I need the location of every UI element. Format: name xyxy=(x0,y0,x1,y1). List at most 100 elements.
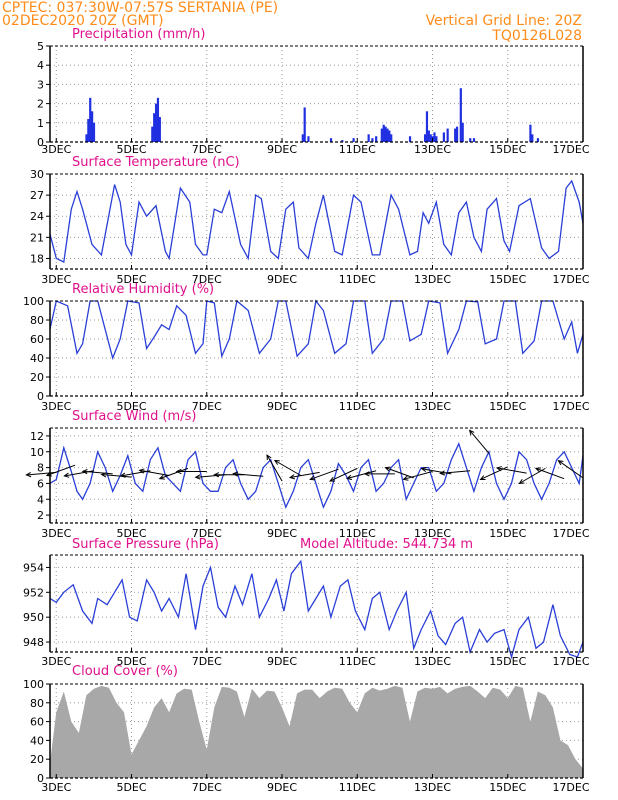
x-tick-label: 13DEC xyxy=(414,273,451,286)
y-tick-label: 18 xyxy=(30,252,44,265)
y-tick-label: 10 xyxy=(30,446,44,459)
precip-bar xyxy=(427,130,430,142)
x-tick-label: 5DEC xyxy=(116,781,146,794)
x-tick-label: 9DEC xyxy=(267,400,297,413)
precip-bar xyxy=(536,138,540,142)
x-tick-label: 11DEC xyxy=(339,781,376,794)
x-tick-label: 7DEC xyxy=(192,273,222,286)
wind-arrow-head xyxy=(25,471,32,478)
x-tick-label: 5DEC xyxy=(116,400,146,413)
wind-arrow-shaft xyxy=(440,470,471,474)
precip-bar xyxy=(423,134,427,142)
y-tick-label: 1 xyxy=(37,117,44,130)
y-tick-label: 948 xyxy=(23,636,44,649)
y-tick-label: 5 xyxy=(37,40,44,53)
wind-arrow-shaft xyxy=(159,467,189,480)
wind-arrow-head xyxy=(402,475,409,481)
x-tick-label: 11DEC xyxy=(339,400,376,413)
precip-bar xyxy=(307,136,310,142)
panel-title: Cloud Cover (%) xyxy=(72,664,178,679)
y-tick-label: 40 xyxy=(30,352,44,365)
wind-arrow-head xyxy=(363,471,370,477)
precip-bar xyxy=(341,140,344,142)
x-tick-label: 7DEC xyxy=(192,781,222,794)
precip-bar xyxy=(469,138,472,142)
x-tick-label: 13DEC xyxy=(414,143,451,156)
x-tick-label: 17DEC xyxy=(552,400,589,413)
y-tick-label: 100 xyxy=(23,678,44,691)
precip-bar xyxy=(301,134,304,142)
precip-bar xyxy=(529,124,532,142)
x-tick-label: 3DEC xyxy=(41,400,71,413)
wind-arrow-head xyxy=(119,472,126,478)
x-tick-label: 9DEC xyxy=(267,655,297,668)
x-tick-label: 3DEC xyxy=(41,527,71,540)
wind-arrow-shaft xyxy=(290,471,320,479)
wind-arrow-head xyxy=(81,469,88,475)
y-tick-label: 950 xyxy=(23,611,44,624)
x-tick-label: 15DEC xyxy=(489,527,526,540)
series-line xyxy=(49,442,584,509)
y-tick-label: 40 xyxy=(30,734,44,747)
precip-bar xyxy=(433,132,436,142)
precip-bar xyxy=(158,117,161,142)
precip-bar xyxy=(455,126,459,142)
wind-arrow-head xyxy=(194,474,201,480)
x-tick-label: 3DEC xyxy=(41,655,71,668)
precip-bar xyxy=(371,138,374,142)
y-tick-label: 2 xyxy=(37,98,44,111)
precip-bar xyxy=(388,130,391,142)
precip-bar xyxy=(425,111,429,142)
wind-arrow-head xyxy=(479,475,486,481)
wind-arrow-shaft xyxy=(310,468,339,480)
precip-bar xyxy=(375,136,378,142)
precip-bar xyxy=(91,111,94,142)
run-code: TQ0126L028 xyxy=(492,28,582,44)
x-tick-label: 9DEC xyxy=(267,527,297,540)
precip-bar xyxy=(156,97,160,142)
y-tick-label: 100 xyxy=(23,295,44,308)
precip-bar xyxy=(367,134,370,142)
precip-bar xyxy=(384,126,387,142)
precip-bar xyxy=(151,126,154,142)
x-tick-label: 11DEC xyxy=(339,527,376,540)
wind-arrow-shaft xyxy=(46,464,76,476)
y-tick-label: 954 xyxy=(23,561,44,574)
y-tick-label: 0 xyxy=(37,772,44,785)
panel-annotation: Model Altitude: 544.734 m xyxy=(300,537,473,552)
x-tick-label: 17DEC xyxy=(552,781,589,794)
y-tick-label: 0 xyxy=(37,390,44,403)
x-tick-label: 11DEC xyxy=(339,655,376,668)
x-tick-label: 17DEC xyxy=(552,527,589,540)
y-tick-label: 20 xyxy=(30,753,44,766)
wind-arrow-shaft xyxy=(535,467,565,480)
x-tick-label: 9DEC xyxy=(267,781,297,794)
wind-arrow-head xyxy=(158,474,165,480)
x-tick-label: 7DEC xyxy=(192,655,222,668)
wind-arrow-shaft xyxy=(274,460,302,476)
x-tick-label: 11DEC xyxy=(339,143,376,156)
wind-arrow-head xyxy=(557,460,564,466)
y-tick-label: 30 xyxy=(30,168,44,181)
wind-arrow-head xyxy=(495,466,502,472)
x-tick-label: 5DEC xyxy=(116,143,146,156)
x-tick-label: 7DEC xyxy=(192,400,222,413)
precip-bar xyxy=(87,118,90,142)
wind-arrow-head xyxy=(384,466,391,472)
precip-bar xyxy=(435,136,438,142)
wind-arrow-shaft xyxy=(26,471,57,476)
x-tick-label: 13DEC xyxy=(414,781,451,794)
x-tick-label: 9DEC xyxy=(267,273,297,286)
wind-arrow-head xyxy=(100,472,107,478)
panel-title: Surface Pressure (hPa) xyxy=(72,537,219,552)
wind-arrow-shaft xyxy=(139,469,170,476)
precip-bar xyxy=(85,134,88,142)
y-tick-label: 4 xyxy=(37,59,44,72)
panel-title: Surface Wind (m/s) xyxy=(72,409,196,424)
x-tick-label: 17DEC xyxy=(552,273,589,286)
x-tick-label: 3DEC xyxy=(41,781,71,794)
wind-arrow-head xyxy=(309,475,316,481)
wind-arrow-head xyxy=(175,468,182,475)
precip-bar xyxy=(329,138,333,142)
